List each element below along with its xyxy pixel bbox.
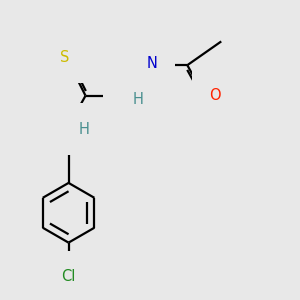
Text: Cl: Cl [61, 269, 76, 284]
Text: H: H [133, 92, 144, 106]
Text: S: S [61, 50, 70, 65]
Text: N: N [67, 120, 77, 135]
Text: H: H [134, 56, 145, 71]
Text: N: N [146, 56, 157, 71]
Text: O: O [209, 88, 221, 103]
Text: H: H [78, 122, 89, 137]
Text: N: N [121, 90, 132, 105]
